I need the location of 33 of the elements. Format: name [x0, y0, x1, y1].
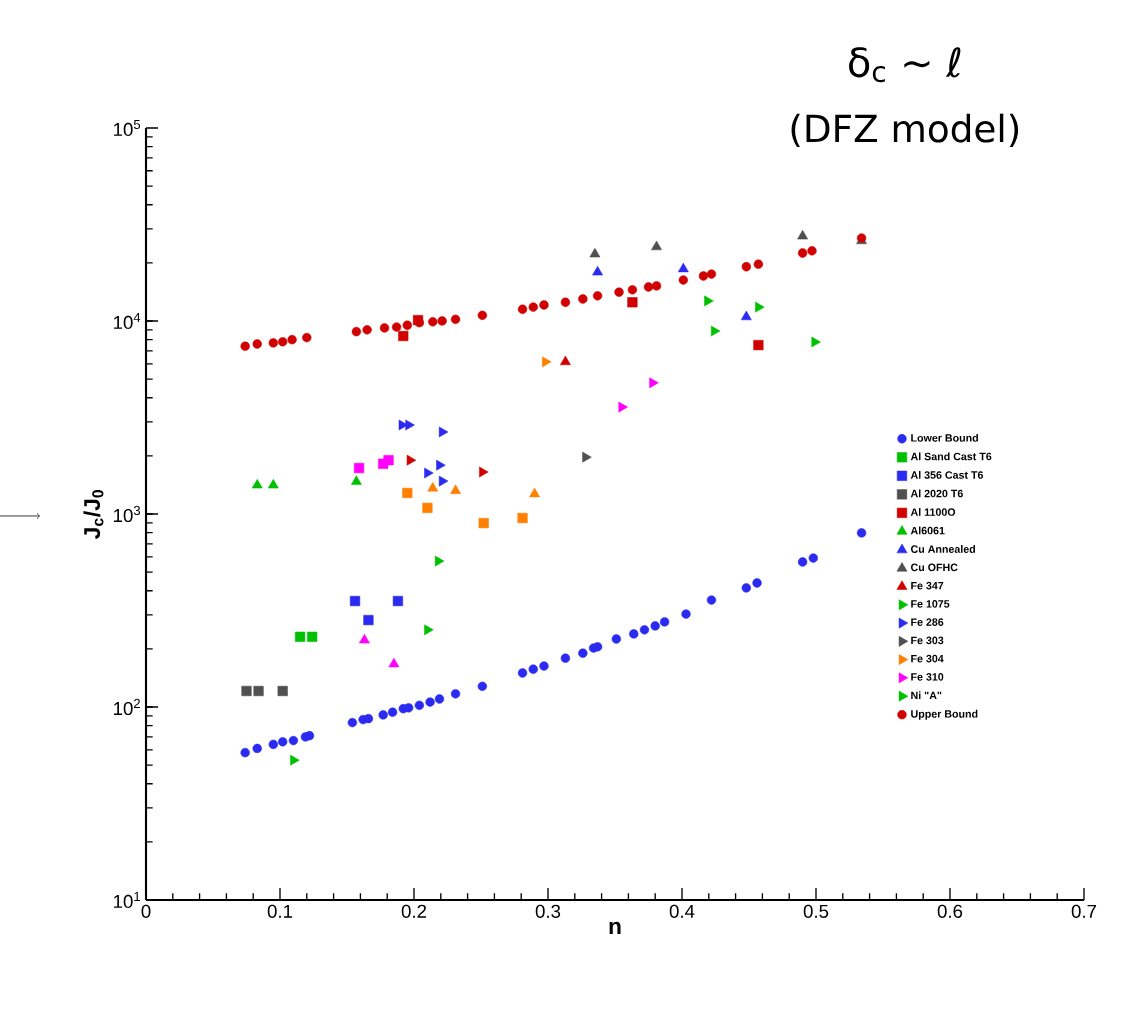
legend-label: Al Sand Cast T6 — [910, 452, 992, 461]
x-tick-label: 0.6 — [937, 904, 963, 918]
legend-label: Al 356 Cast T6 — [910, 470, 984, 479]
x-tick-label: 0 — [141, 904, 151, 918]
legend-label: Cu Annealed — [910, 545, 976, 553]
x-tick-label: 0.4 — [669, 904, 695, 918]
legend-label: Al 2020 T6 — [910, 489, 963, 498]
y-tick-label: 10$^{2}$ — [114, 698, 140, 716]
legend-label: Fe 286 — [911, 618, 944, 626]
text: J$_{c}$/J$_{0}$ — [83, 490, 104, 539]
legend-label: Al 1100O — [910, 508, 956, 516]
text: δ$_{c}$ ~ ℓ — [849, 47, 961, 83]
x-tick-label: 0.3 — [535, 904, 561, 918]
legend-label: Upper Bound — [911, 709, 978, 720]
legend-label: Fe 347 — [911, 581, 944, 590]
legend-label: Al6061 — [910, 526, 945, 535]
x-axis-title: n — [609, 921, 621, 934]
x-tick-label: 0.1 — [267, 904, 293, 918]
legend-label: Fe 310 — [911, 673, 944, 681]
x-tick-label: 0.5 — [803, 904, 829, 918]
legend-label: Cu OFHC — [910, 563, 958, 572]
y-tick-label: 10$^{3}$ — [114, 505, 141, 523]
y-tick-label: 10$^{4}$ — [114, 312, 141, 330]
legend-label: Fe 303 — [911, 636, 944, 645]
annotation: (DFZ model) — [791, 113, 1019, 147]
y-tick-label: 10$^{5}$ — [114, 119, 141, 137]
legend-label: Fe 304 — [911, 654, 944, 663]
legend-label: Fe 1075 — [911, 600, 950, 608]
legend-label: Lower Bound — [911, 433, 978, 442]
y-tick-label: 10$^{1}$ — [114, 891, 140, 909]
x-tick-label: 0.7 — [1071, 904, 1097, 918]
legend-label: Ni "A" — [911, 691, 942, 700]
x-tick-label: 0.2 — [401, 904, 427, 918]
